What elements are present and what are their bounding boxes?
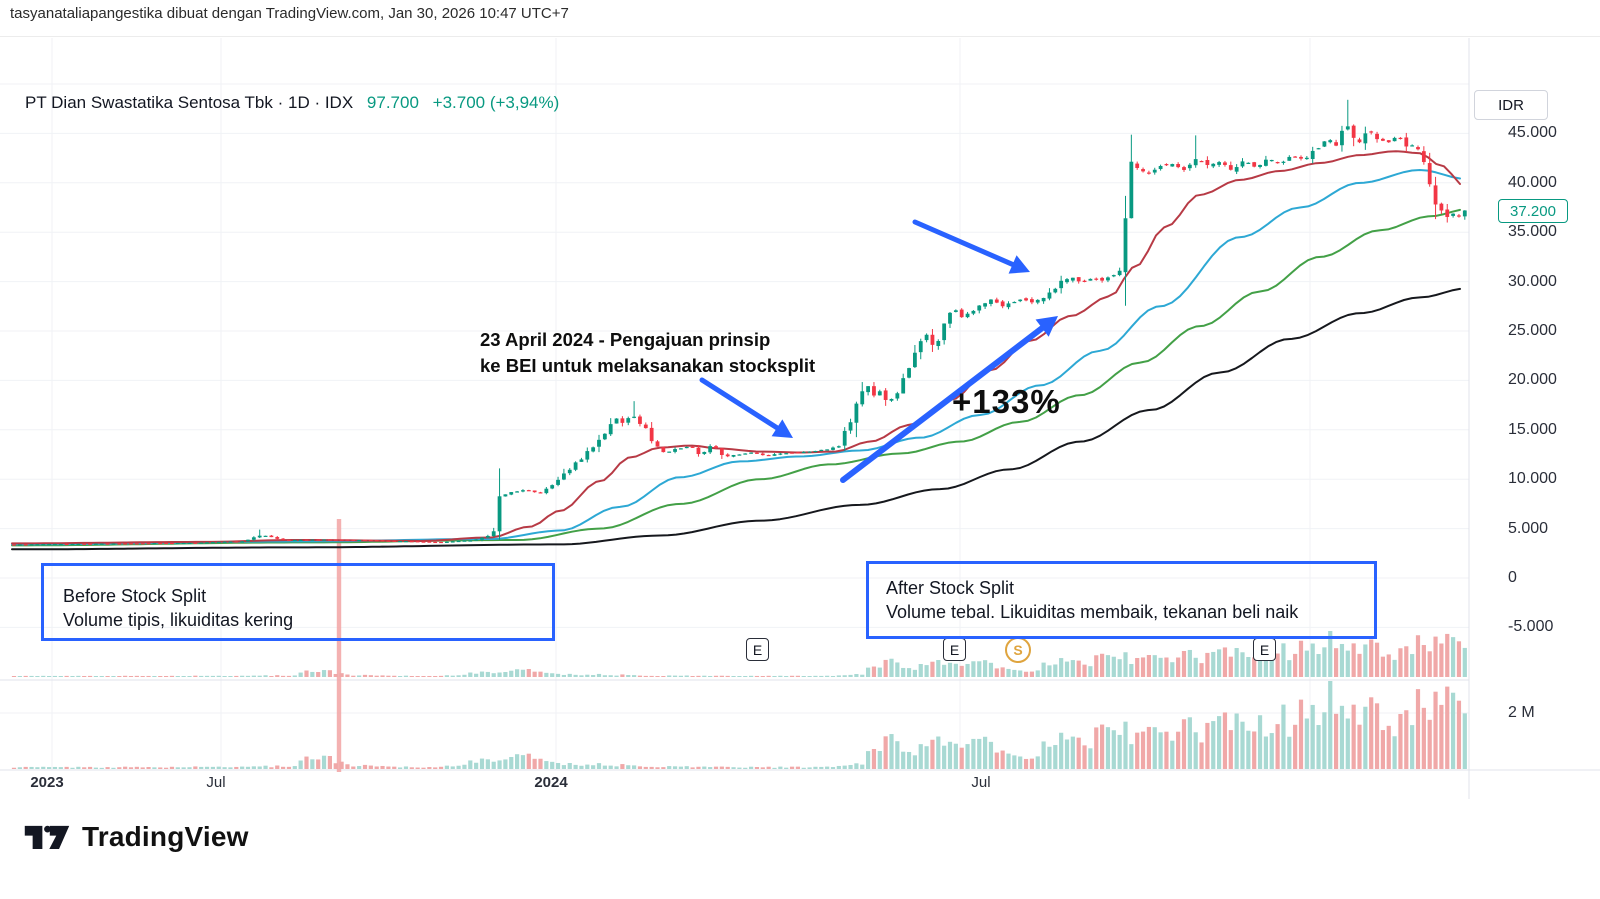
before-split-line2: Volume tipis, likuiditas kering [63, 609, 294, 630]
last-price-value: 97.700 [366, 93, 419, 112]
stocksplit-annotation-line2: ke BEI untuk melaksanakan stocksplit [480, 355, 816, 377]
symbol-title[interactable]: PT Dian Swastatika Sentosa Tbk · 1D · ID… [25, 93, 354, 112]
time-tick-label: 2023 [30, 774, 64, 791]
price-tick-label: 25.000 [1508, 322, 1557, 339]
price-tick-label: 10.000 [1508, 470, 1557, 488]
price-change-value: +3.700 (+3,94%) [432, 93, 560, 112]
stocksplit-annotation-line1: 23 April 2024 - Pengajuan prinsip [480, 329, 771, 350]
earnings-badge[interactable]: E [746, 638, 769, 661]
earnings-badge[interactable]: E [1253, 638, 1276, 661]
price-tick-label: 0 [1508, 569, 1517, 586]
time-tick-label: 2024 [534, 774, 568, 791]
after-split-box[interactable]: After Stock Split Volume tebal. Likuidit… [866, 561, 1377, 639]
split-badge[interactable]: S [1005, 637, 1031, 663]
after-split-line2: Volume tebal. Likuiditas membaik, tekana… [886, 601, 1299, 622]
earnings-badge[interactable]: E [943, 638, 966, 661]
price-tick-label: 45.000 [1508, 124, 1557, 142]
price-tick-label: 15.000 [1508, 420, 1557, 438]
tradingview-brand-link[interactable]: TradingView [22, 817, 249, 857]
price-tick-label: 5.000 [1508, 519, 1549, 537]
before-split-box[interactable]: Before Stock Split Volume tipis, likuidi… [41, 563, 555, 641]
price-tick-label: 35.000 [1508, 223, 1557, 241]
stocksplit-annotation[interactable]: 23 April 2024 - Pengajuan prinsip ke BEI… [480, 327, 815, 380]
price-tick-label: 30.000 [1508, 272, 1557, 290]
attribution-text: tasyanataliapangestika dibuat dengan Tra… [10, 5, 569, 22]
volume-scale-label: 2 M [1508, 704, 1535, 721]
header-divider [0, 36, 1600, 37]
price-tick-label: 20.000 [1508, 371, 1557, 389]
tradingview-brand-text: TradingView [82, 821, 249, 852]
tradingview-logo-icon [24, 825, 70, 850]
time-tick-label: Jul [206, 774, 226, 791]
after-split-line1: After Stock Split [886, 578, 1015, 598]
currency-unit-button[interactable]: IDR [1474, 90, 1548, 120]
last-price-tag: 37.200 [1498, 199, 1568, 223]
before-split-line1: Before Stock Split [63, 586, 207, 606]
price-tick-label: -5.000 [1508, 618, 1554, 636]
chart-legend: PT Dian Swastatika Sentosa Tbk · 1D · ID… [25, 93, 559, 113]
time-tick-label: Jul [971, 774, 991, 791]
price-tick-label: 40.000 [1508, 173, 1557, 191]
gain-percent-annotation[interactable]: +133% [952, 383, 1061, 420]
